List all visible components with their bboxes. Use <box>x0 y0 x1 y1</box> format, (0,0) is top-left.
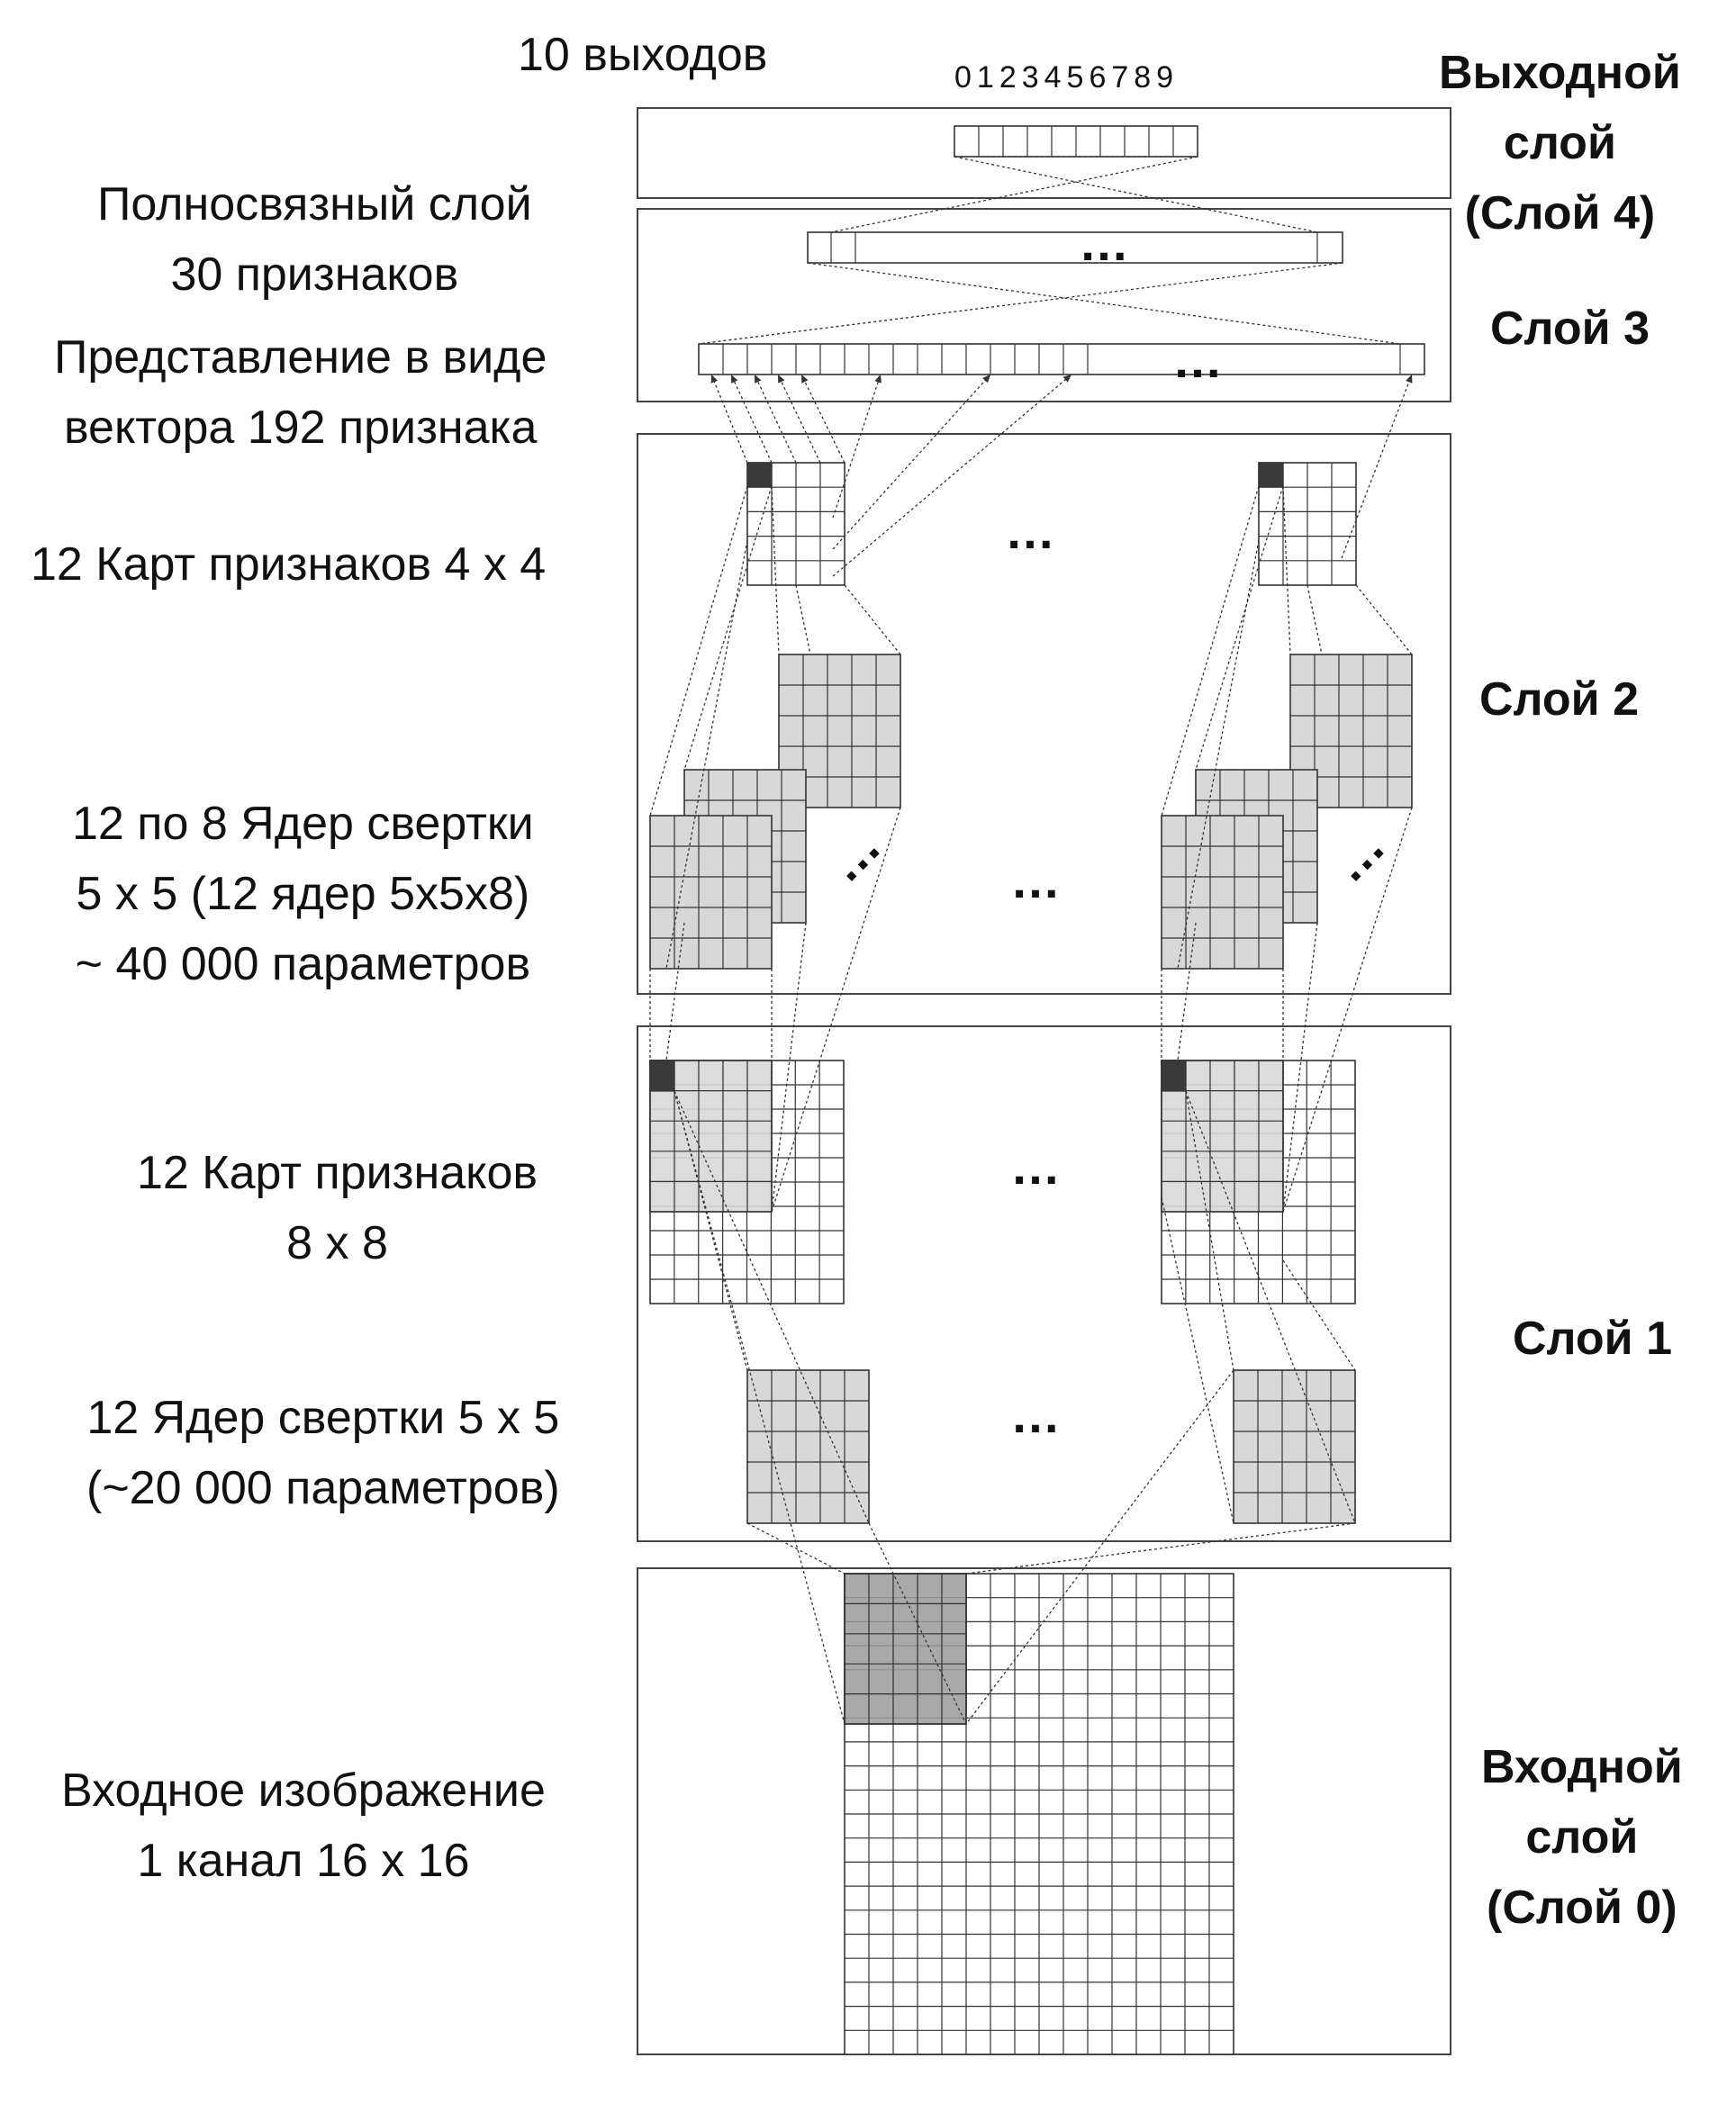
kernel-to-map-connection <box>844 584 901 655</box>
fc-feature-bar-frame <box>807 231 1343 264</box>
vector-feature-bar <box>698 343 1425 375</box>
kernel-stack-right-front <box>1161 815 1284 970</box>
fc-vector-connection <box>698 262 1343 345</box>
map8-to-kernel1-connection <box>674 1090 870 1524</box>
kernel-to-map-connection <box>1355 584 1413 655</box>
input-receptive-field <box>844 1573 967 1725</box>
kernels2-ellipsis-center: … <box>1010 852 1061 908</box>
kernel-to-map-connection <box>1177 539 1260 970</box>
kernel-stack-right-back <box>1289 654 1413 808</box>
map8-to-kernel2-connection <box>771 807 901 1213</box>
layer1-name: Слой 1 <box>1513 1313 1672 1365</box>
maps-4x4-label: 12 Карт признаков 4 x 4 <box>31 538 547 591</box>
kernels1-ellipsis: … <box>1010 1386 1061 1443</box>
layer2-name: Слой 2 <box>1479 673 1639 726</box>
input-receptive-field-grid <box>844 1573 967 1725</box>
maps-4x4-ellipsis: … <box>1005 502 1055 559</box>
maps-8x8-ellipsis: … <box>1010 1138 1061 1195</box>
feature-map-8x8-right-active-cell <box>1161 1060 1187 1092</box>
feature-map-8x8-left-active-cell <box>649 1060 675 1092</box>
fc-vector-connection <box>807 262 1401 345</box>
map-to-vector-arrow <box>1341 374 1413 559</box>
vector-repr-label: Представление в виде вектора 192 признак… <box>54 331 547 454</box>
layer2-panel <box>637 433 1451 995</box>
map-to-vector-arrow <box>800 374 845 464</box>
feature-map-8x8-right-overlay-grid <box>1161 1060 1284 1213</box>
kernel-5x5-right <box>1233 1369 1356 1524</box>
kernel1-to-input-connection <box>746 1522 845 1575</box>
map-to-vector-arrow <box>832 374 991 550</box>
map-to-vector-arrow <box>710 374 748 464</box>
kernels-layer2-label: 12 по 8 Ядер свертки 5 x 5 (12 ядер 5x5x… <box>72 798 534 990</box>
map8-to-kernel1-connection <box>1185 1090 1356 1524</box>
kernel-5x5-left <box>746 1369 870 1524</box>
input-layer-name: Входной слой (Слой 0) <box>1481 1741 1683 1934</box>
kernel-to-map-connection <box>649 485 748 817</box>
kernel-to-map-connection <box>1307 584 1323 655</box>
feature-map-4x4-left-active-cell <box>746 462 773 488</box>
kernel-to-map-connection <box>795 584 811 655</box>
kernel1-to-input-connection <box>965 1522 1356 1575</box>
layer3-name: Слой 3 <box>1490 302 1650 355</box>
kernel-stack-left-front <box>649 815 773 970</box>
kernel-to-map-connection <box>771 485 780 655</box>
layer1-panel <box>637 1025 1451 1542</box>
map8-to-kernel2-connection <box>1282 807 1413 1213</box>
map8-to-kernel1-connection <box>1161 1196 1234 1524</box>
feature-map-4x4-right-active-cell <box>1258 462 1284 488</box>
map8-to-kernel2-connection <box>1177 922 1197 1061</box>
vector-ellipsis: … <box>1172 331 1223 388</box>
map8-to-kernel2-connection <box>665 922 685 1061</box>
output-fc-connection <box>954 156 1318 233</box>
map8-to-kernel1-connection <box>1185 1090 1234 1371</box>
fc-ellipsis: … <box>1079 214 1129 271</box>
kernel1-to-input-connection <box>965 1369 1234 1725</box>
kernels-layer1-label: 12 Ядер свертки 5 x 5 (~20 000 параметро… <box>86 1392 560 1514</box>
output-layer-panel <box>637 107 1451 199</box>
kernel-to-map-connection <box>1161 485 1260 817</box>
kernel-to-map-connection <box>1282 485 1291 655</box>
output-layer-name: Выходной слой (Слой 4) <box>1439 47 1681 239</box>
fc-layer-label: Полносвязный слой 30 признаков <box>97 178 532 301</box>
kernel-stack-left-front-frame <box>649 815 773 970</box>
output-cells <box>954 125 1198 158</box>
kernel1-to-input-connection <box>674 1090 845 1725</box>
input-image-label: Входное изображение 1 канал 16 x 16 <box>61 1765 546 1887</box>
kernel-to-map-connection <box>1195 485 1284 771</box>
vector-feature-bar-frame <box>698 343 1425 375</box>
maps-8x8-label: 12 Карт признаков 8 x 8 <box>137 1147 538 1269</box>
map-to-vector-arrow <box>832 374 1072 577</box>
kernel-to-map-connection <box>683 485 773 771</box>
kernel-stack-right-front-frame <box>1161 815 1284 970</box>
layer3-panel <box>637 208 1451 402</box>
map-to-vector-arrow <box>730 374 773 464</box>
map-to-vector-arrow <box>754 374 797 464</box>
outputs-count-label: 10 выходов <box>518 29 768 81</box>
kernel-5x5-left-frame <box>746 1369 870 1524</box>
output-fc-connection <box>830 156 1198 233</box>
fc-feature-bar <box>807 231 1343 264</box>
map-to-vector-arrow <box>832 374 882 519</box>
kernel-to-map-connection <box>665 539 748 970</box>
kernel-5x5-right-frame <box>1233 1369 1356 1524</box>
digits-label: 0123456789 <box>954 60 1180 95</box>
map8-to-kernel1-connection <box>1282 1259 1356 1371</box>
map-to-vector-arrow <box>777 374 821 464</box>
kernel1-to-input-connection <box>868 1522 967 1725</box>
input-receptive-field-grid-frame <box>844 1573 967 1725</box>
